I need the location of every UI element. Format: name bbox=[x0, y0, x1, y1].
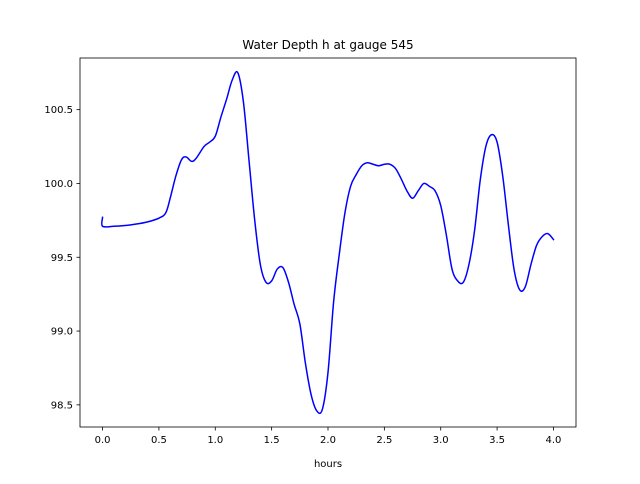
x-tick-label: 2.0 bbox=[320, 435, 336, 446]
x-tick-label: 4.0 bbox=[546, 435, 562, 446]
x-axis-ticks: 0.0 0.5 1.0 1.5 2.0 2.5 3.0 3.5 4.0 bbox=[95, 427, 562, 446]
y-tick-label: 99.0 bbox=[51, 327, 73, 338]
x-tick-label: 3.5 bbox=[489, 435, 505, 446]
y-tick-label: 98.5 bbox=[51, 400, 73, 411]
chart-title: Water Depth h at gauge 545 bbox=[242, 38, 413, 52]
y-tick-label: 100.5 bbox=[44, 105, 73, 116]
x-tick-label: 0.0 bbox=[95, 435, 111, 446]
x-tick-label: 0.5 bbox=[151, 435, 167, 446]
y-axis-ticks: 98.5 99.0 99.5 100.0 100.5 bbox=[44, 105, 80, 411]
x-tick-label: 1.0 bbox=[207, 435, 223, 446]
plot-area-frame bbox=[79, 57, 577, 428]
y-tick-label: 99.5 bbox=[51, 253, 73, 264]
x-tick-label: 1.5 bbox=[264, 435, 280, 446]
y-tick-label: 100.0 bbox=[44, 179, 73, 190]
series-layer bbox=[100, 70, 555, 415]
x-axis-label: hours bbox=[314, 459, 342, 470]
series-line-0 bbox=[100, 70, 555, 415]
x-tick-label: 3.0 bbox=[433, 435, 449, 446]
x-tick-label: 2.5 bbox=[376, 435, 392, 446]
